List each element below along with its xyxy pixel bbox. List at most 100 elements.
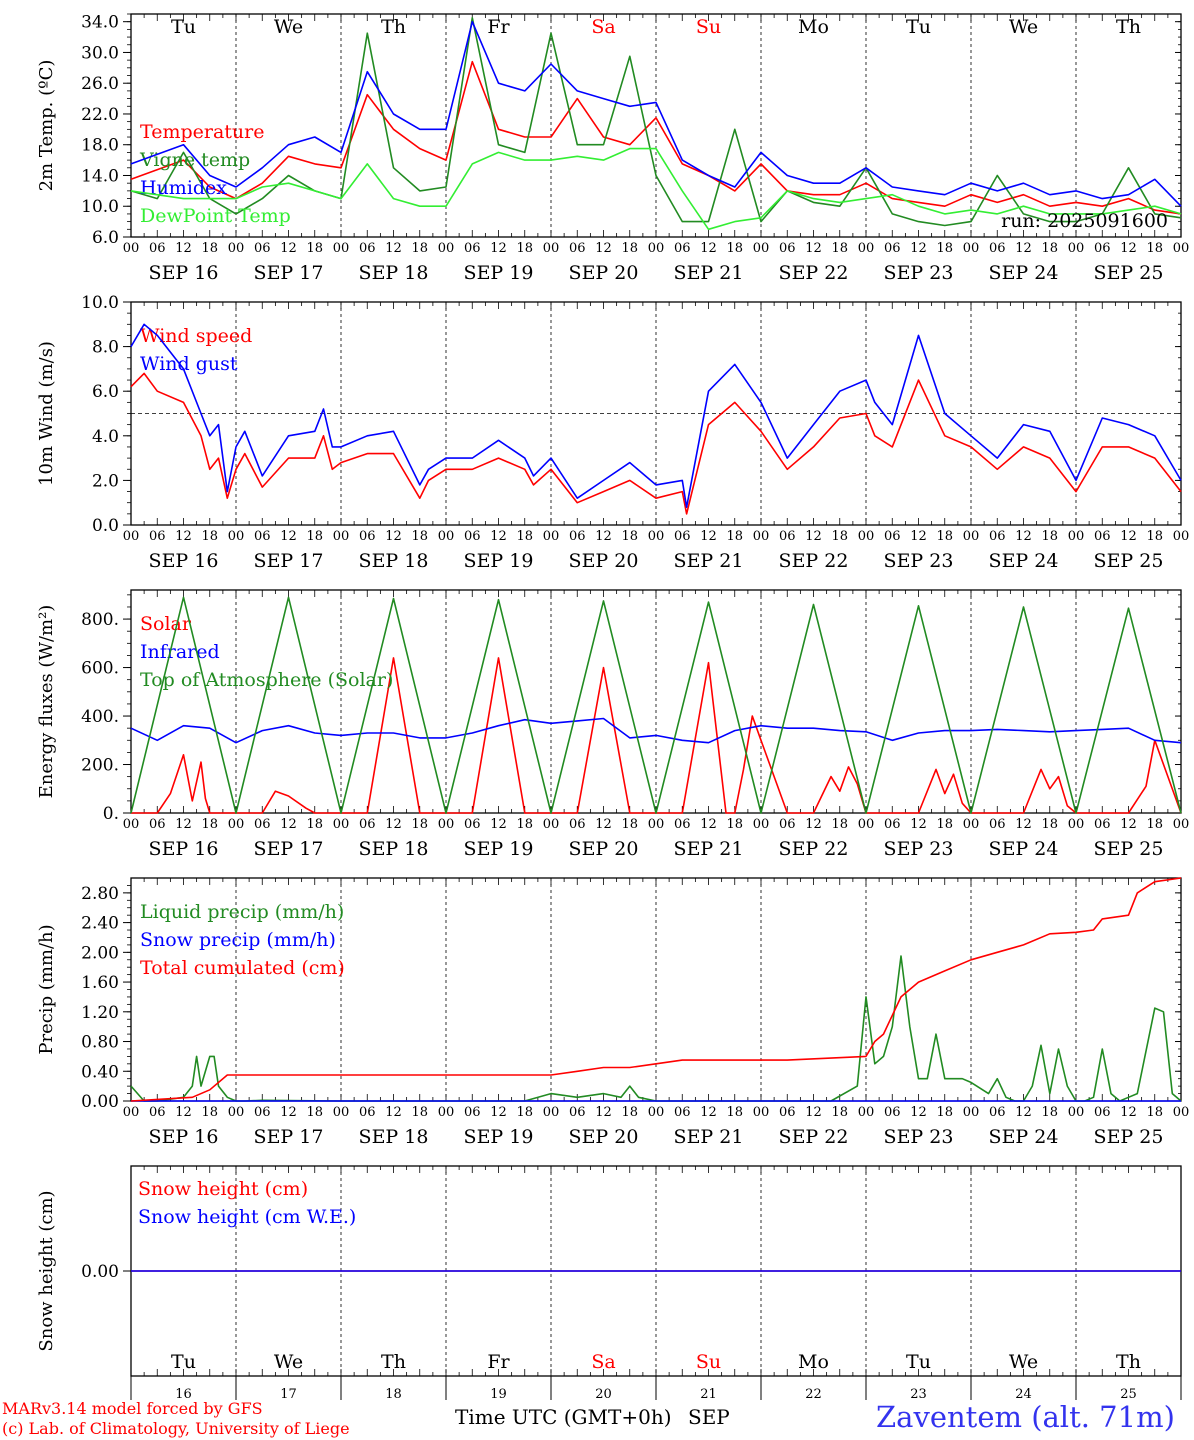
day-of-week-label: Tu xyxy=(171,1351,196,1373)
date-label: SEP 19 xyxy=(464,550,534,572)
hour-label: 12 xyxy=(1120,817,1137,832)
legend-entry: Infrared xyxy=(140,641,220,663)
hour-label: 06 xyxy=(254,817,271,832)
y-tick-label: 6.0 xyxy=(92,228,119,248)
hour-label: 12 xyxy=(175,529,192,544)
hour-label: 12 xyxy=(490,1105,507,1120)
y-tick-label: 14.0 xyxy=(81,166,119,186)
panel-5: 0.00 Snow height (cm) Snow height (cm) Snow… xyxy=(36,1165,1182,1402)
day-of-week-label: Fr xyxy=(487,1351,510,1373)
y-tick-label: 4.0 xyxy=(92,427,119,447)
hour-label: 18 xyxy=(411,817,428,832)
date-label: SEP 17 xyxy=(254,838,324,860)
hour-label: 12 xyxy=(385,1105,402,1120)
legend-entry: Temperature xyxy=(140,121,264,143)
hour-label: 06 xyxy=(569,529,586,544)
hour-label: 06 xyxy=(989,1105,1006,1120)
hour-label: 12 xyxy=(700,529,717,544)
hour-label: 12 xyxy=(280,1105,297,1120)
hour-label: 06 xyxy=(149,1105,166,1120)
date-label: SEP 20 xyxy=(569,1126,639,1148)
series-line xyxy=(130,323,1182,509)
day-of-week-label: Mo xyxy=(798,1351,829,1373)
hour-label: 18 xyxy=(201,817,218,832)
date-label: SEP 16 xyxy=(149,262,219,284)
hour-label: 18 xyxy=(726,241,743,256)
date-label: SEP 16 xyxy=(149,1126,219,1148)
hour-label: 06 xyxy=(254,529,271,544)
date-label: SEP 16 xyxy=(149,550,219,572)
date-label: SEP 22 xyxy=(779,838,849,860)
hour-label: 00 xyxy=(648,529,665,544)
hour-label: 12 xyxy=(805,529,822,544)
hour-label: 12 xyxy=(700,817,717,832)
hour-label: 12 xyxy=(385,529,402,544)
day-of-week-label: Sa xyxy=(591,1351,615,1373)
hour-label: 12 xyxy=(595,529,612,544)
hour-label: 12 xyxy=(910,817,927,832)
hour-label: 06 xyxy=(884,1105,901,1120)
hour-label: 00 xyxy=(228,1105,245,1120)
y-tick-label: 2.80 xyxy=(81,884,119,904)
hour-label: 18 xyxy=(936,1105,953,1120)
hour-label: 12 xyxy=(490,817,507,832)
hour-label: 06 xyxy=(464,529,481,544)
hour-label: 18 xyxy=(621,529,638,544)
date-label: SEP 17 xyxy=(254,1126,324,1148)
hour-label: 18 xyxy=(306,1105,323,1120)
series-line xyxy=(130,60,1182,215)
hour-label: 18 xyxy=(936,241,953,256)
hour-label: 18 xyxy=(1041,1105,1058,1120)
legend-entry: Total cumulated (cm) xyxy=(140,957,345,979)
series-line xyxy=(130,147,1182,231)
day-of-week-label: We xyxy=(274,16,303,38)
hour-label: 12 xyxy=(280,241,297,256)
date-label: SEP 18 xyxy=(359,550,429,572)
hour-label: 06 xyxy=(989,529,1006,544)
hour-label: 06 xyxy=(1094,817,1111,832)
day-number-label: 17 xyxy=(280,1387,297,1402)
date-label: SEP 16 xyxy=(149,838,219,860)
hour-label: 12 xyxy=(385,241,402,256)
hour-label: 00 xyxy=(963,241,980,256)
hour-label: 18 xyxy=(1146,241,1163,256)
hour-label: 12 xyxy=(490,529,507,544)
hour-label: 18 xyxy=(201,1105,218,1120)
hour-label: 06 xyxy=(884,241,901,256)
series-line xyxy=(130,877,1182,1102)
hour-label: 06 xyxy=(149,817,166,832)
hour-label: 12 xyxy=(1120,241,1137,256)
hour-label: 06 xyxy=(989,817,1006,832)
lab-credit: (c) Lab. of Climatology, University of L… xyxy=(2,1419,350,1438)
legend-entry: DewPoint Temp xyxy=(140,205,291,227)
legend-entry: Vigne temp xyxy=(139,149,250,171)
hour-label: 00 xyxy=(438,817,455,832)
hour-label: 00 xyxy=(1068,241,1085,256)
y-tick-label: 2.00 xyxy=(81,943,119,963)
hour-label: 00 xyxy=(753,1105,770,1120)
hour-label: 00 xyxy=(753,817,770,832)
hour-label: 12 xyxy=(700,241,717,256)
hour-label: 00 xyxy=(753,529,770,544)
y-tick-label: 10.0 xyxy=(81,197,119,217)
y-tick-label: 0.00 xyxy=(81,1262,119,1282)
date-label: SEP 21 xyxy=(674,838,744,860)
run-label: run: 2025091600 xyxy=(1001,210,1168,232)
panel-4: 0.00 0.40 0.80 1.20 1.60 2.00 2.40 2.80 Precip (… xyxy=(36,877,1189,1148)
date-label: SEP 19 xyxy=(464,262,534,284)
hour-label: 12 xyxy=(1120,529,1137,544)
day-number-label: 23 xyxy=(910,1387,927,1402)
date-label: SEP 17 xyxy=(254,262,324,284)
hour-label: 06 xyxy=(359,529,376,544)
hour-label: 06 xyxy=(674,1105,691,1120)
hour-label: 06 xyxy=(989,241,1006,256)
y-tick-label: 34.0 xyxy=(81,13,119,33)
hour-label: 00 xyxy=(648,817,665,832)
hour-label: 06 xyxy=(359,241,376,256)
y-tick-label: 18.0 xyxy=(81,136,119,156)
series-line xyxy=(130,20,1182,207)
hour-label: 18 xyxy=(726,1105,743,1120)
y-tick-label: 200. xyxy=(81,756,119,776)
hour-label: 18 xyxy=(621,1105,638,1120)
